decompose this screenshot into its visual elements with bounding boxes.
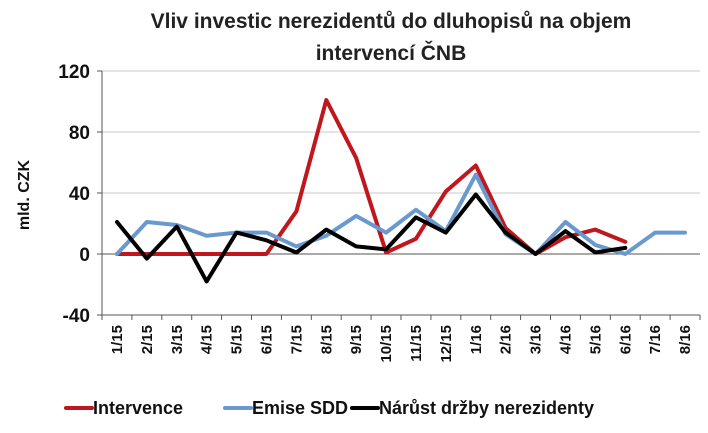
y-tick-labels: -40 0 40 80 120 xyxy=(58,62,90,327)
x-tick-label: 9/15 xyxy=(348,325,365,354)
x-tick-label: 1/15 xyxy=(109,325,126,354)
chart-title-line-2: intervencí ČNB xyxy=(316,41,467,65)
y-tick-label: 0 xyxy=(79,245,90,266)
x-tick-label: 3/15 xyxy=(169,325,186,354)
x-tick-labels: 1/15 2/15 3/15 4/15 5/15 6/15 7/15 8/15 9/15 10/1… xyxy=(109,325,694,363)
x-tick-label: 7/16 xyxy=(647,325,664,354)
legend-label: Nárůst držby nerezidenty xyxy=(379,398,594,418)
chart-title-line-1: Vliv investic nerezidentů do dluhopisů n… xyxy=(151,10,632,33)
x-tick-label: 4/15 xyxy=(199,325,216,354)
gridlines xyxy=(102,70,700,194)
x-tick-label: 5/16 xyxy=(587,325,604,354)
x-tick-label: 3/16 xyxy=(528,325,545,354)
x-tick-label: 1/16 xyxy=(468,325,485,354)
legend-label: Intervence xyxy=(93,398,183,418)
x-tick-label: 2/15 xyxy=(139,325,156,354)
y-tick-label: 120 xyxy=(58,62,90,83)
x-tick-label: 8/15 xyxy=(318,325,335,354)
x-tick-label: 5/15 xyxy=(229,325,246,354)
x-tick-label: 12/15 xyxy=(438,325,455,363)
y-axis-label: mld. CZK xyxy=(16,159,33,230)
axes xyxy=(97,70,701,320)
x-tick-label: 8/16 xyxy=(677,325,694,354)
series-lines xyxy=(115,98,687,284)
x-tick-label: 4/16 xyxy=(557,325,574,354)
y-tick-label: 80 xyxy=(69,123,90,144)
y-tick-label: -40 xyxy=(63,306,90,327)
x-tick-label: 6/16 xyxy=(617,325,634,354)
x-tick-label: 11/15 xyxy=(408,325,425,362)
x-tick-label: 2/16 xyxy=(498,325,515,354)
series-line-2 xyxy=(115,192,628,284)
legend-label: Emise SDD xyxy=(252,398,348,418)
y-tick-label: 40 xyxy=(69,184,90,205)
series-line-1 xyxy=(115,172,687,256)
x-tick-label: 10/15 xyxy=(378,325,395,363)
legend: Intervence Emise SDD Nárůst držby nerezide… xyxy=(64,398,594,418)
x-tick-label: 6/15 xyxy=(258,325,275,354)
x-tick-label: 7/15 xyxy=(288,325,305,354)
